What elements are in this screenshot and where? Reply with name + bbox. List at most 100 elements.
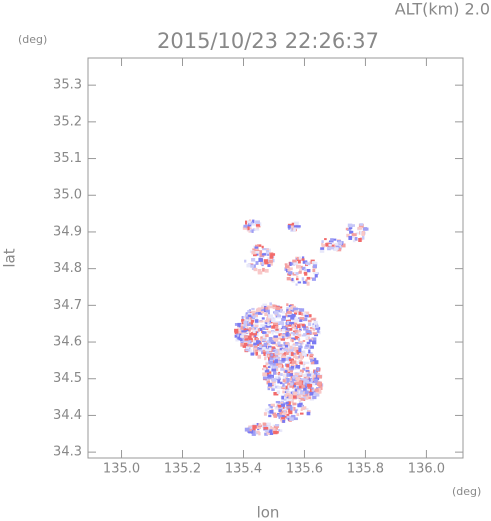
echo-pixel bbox=[275, 329, 280, 334]
echo-pixel bbox=[310, 353, 314, 356]
echo-pixel bbox=[279, 347, 282, 352]
echo-pixel bbox=[248, 426, 252, 430]
echo-pixel bbox=[237, 336, 242, 340]
echo-pixel bbox=[312, 264, 317, 269]
echo-pixel bbox=[359, 223, 364, 226]
y-tick-label: 35.2 bbox=[53, 114, 82, 129]
echo-pixel bbox=[284, 407, 290, 410]
echo-pixel bbox=[316, 382, 322, 386]
echo-pixel bbox=[306, 375, 309, 379]
echo-pixel bbox=[273, 383, 276, 386]
echo-pixel bbox=[314, 369, 318, 374]
echo-pixel bbox=[294, 409, 298, 414]
echo-pixel bbox=[290, 305, 296, 309]
echo-pixel bbox=[261, 305, 265, 308]
echo-pixel bbox=[263, 342, 268, 347]
echo-pixel bbox=[296, 413, 300, 417]
echo-pixel bbox=[260, 311, 265, 314]
echo-pixel bbox=[314, 261, 318, 266]
echo-pixel bbox=[303, 378, 307, 382]
echo-pixel bbox=[296, 332, 299, 336]
echo-pixel bbox=[262, 346, 266, 350]
echo-pixel bbox=[301, 267, 306, 271]
echo-pixel bbox=[309, 354, 313, 358]
echo-pixel bbox=[297, 403, 302, 408]
echo-pixel bbox=[307, 334, 310, 339]
echo-pixel bbox=[255, 321, 259, 326]
echo-pixel bbox=[250, 319, 255, 323]
echo-pixel bbox=[303, 271, 308, 275]
echo-pixel bbox=[269, 340, 274, 343]
echo-pixel bbox=[266, 425, 271, 429]
echo-pixel bbox=[274, 351, 279, 354]
echo-pixel bbox=[299, 356, 302, 359]
echo-pixel bbox=[254, 333, 257, 338]
echo-pixel bbox=[288, 328, 293, 331]
echo-pixel bbox=[278, 386, 283, 389]
echo-pixel bbox=[237, 322, 242, 327]
echo-pixel bbox=[281, 415, 285, 419]
echo-pixel bbox=[304, 346, 309, 350]
echo-pixel bbox=[314, 378, 318, 383]
echo-pixel bbox=[289, 348, 294, 352]
echo-pixel bbox=[286, 415, 292, 418]
echo-pixel bbox=[269, 371, 272, 374]
echo-pixel bbox=[248, 309, 251, 312]
echo-pixel bbox=[276, 325, 279, 329]
y-tick-label: 34.6 bbox=[53, 335, 82, 350]
echo-pixel bbox=[306, 381, 310, 385]
echo-pixel bbox=[277, 337, 282, 340]
echo-pixel bbox=[251, 430, 256, 434]
echo-pixel bbox=[267, 340, 270, 344]
echo-pixel bbox=[293, 261, 298, 265]
chart-title: 2015/10/23 22:26:37 bbox=[157, 29, 379, 53]
echo-pixel bbox=[274, 425, 277, 428]
echo-pixel bbox=[312, 340, 317, 345]
echo-pixel bbox=[275, 359, 278, 363]
echo-pixel bbox=[282, 418, 286, 421]
echo-pixel bbox=[247, 321, 252, 324]
echo-pixel bbox=[244, 427, 250, 432]
echo-pixel bbox=[277, 404, 282, 408]
echo-pixel bbox=[295, 318, 300, 322]
echo-pixel bbox=[243, 323, 247, 327]
echo-pixel bbox=[270, 253, 276, 256]
echo-pixel bbox=[266, 325, 271, 328]
echo-pixel bbox=[297, 333, 302, 337]
echo-pixel bbox=[296, 361, 301, 365]
echo-pixel bbox=[294, 343, 299, 346]
echo-pixel bbox=[249, 322, 254, 325]
echo-pixel bbox=[294, 372, 300, 376]
echo-pixel bbox=[296, 343, 301, 347]
echo-pixel bbox=[258, 311, 263, 315]
echo-pixel bbox=[278, 306, 283, 309]
echo-pixel bbox=[260, 324, 265, 327]
echo-pixel bbox=[262, 372, 267, 377]
echo-pixel bbox=[278, 401, 281, 404]
echo-pixel bbox=[305, 329, 311, 334]
echo-pixel bbox=[314, 360, 319, 365]
echo-pixel bbox=[265, 334, 269, 338]
echo-pixel bbox=[278, 327, 281, 332]
echo-pixel bbox=[280, 403, 286, 407]
echo-pixel bbox=[268, 259, 273, 263]
echo-pixel bbox=[320, 247, 325, 250]
echo-pixel bbox=[254, 323, 259, 327]
echo-pixel bbox=[289, 373, 293, 377]
echo-pixel bbox=[273, 357, 278, 361]
echo-pixel bbox=[273, 335, 278, 338]
echo-pixel bbox=[314, 274, 318, 278]
echo-pixel bbox=[288, 410, 293, 415]
echo-pixel bbox=[314, 388, 319, 392]
echo-pixel bbox=[286, 393, 290, 397]
echo-pixel bbox=[266, 432, 270, 435]
echo-pixel bbox=[269, 255, 274, 259]
echo-pixel bbox=[300, 408, 303, 412]
echo-pixel bbox=[282, 383, 285, 387]
echo-pixel bbox=[295, 272, 299, 275]
echo-pixel bbox=[306, 276, 311, 280]
echo-pixel bbox=[301, 323, 305, 327]
echo-pixel bbox=[304, 361, 310, 365]
echo-pixel bbox=[258, 432, 261, 436]
echo-pixel bbox=[296, 395, 302, 398]
